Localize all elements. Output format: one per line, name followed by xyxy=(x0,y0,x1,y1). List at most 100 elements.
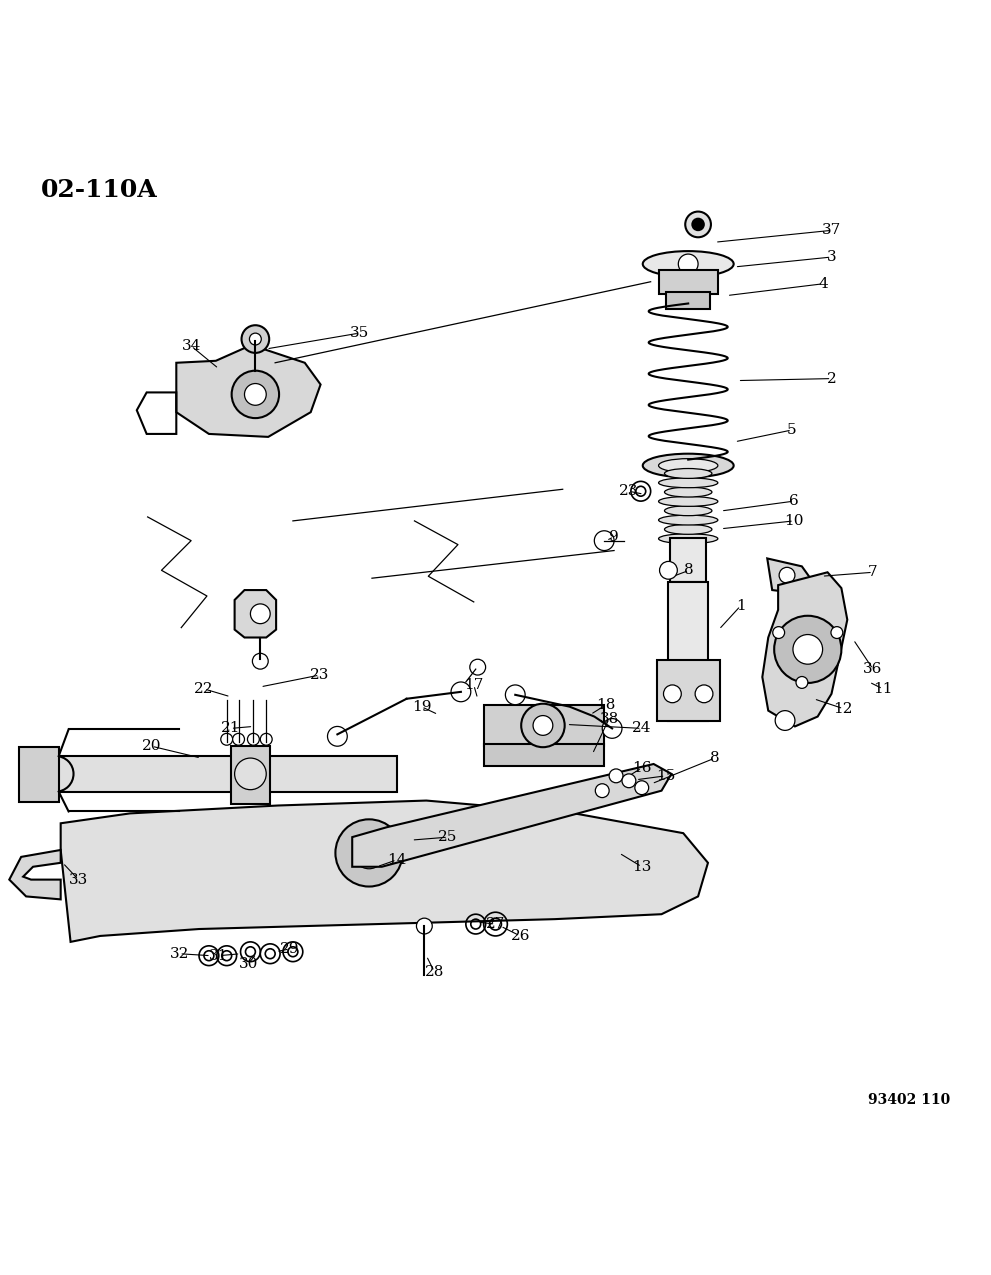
Text: 23: 23 xyxy=(619,484,638,499)
Text: 2: 2 xyxy=(826,371,836,385)
Text: 22: 22 xyxy=(194,682,214,696)
Polygon shape xyxy=(60,801,708,942)
Text: 19: 19 xyxy=(411,700,431,714)
Circle shape xyxy=(793,635,823,664)
Text: 38: 38 xyxy=(600,711,618,725)
Circle shape xyxy=(505,685,525,705)
Circle shape xyxy=(595,530,614,551)
Circle shape xyxy=(233,733,245,745)
Text: 25: 25 xyxy=(438,830,458,844)
Circle shape xyxy=(327,727,347,746)
Text: 7: 7 xyxy=(868,565,878,579)
Text: 13: 13 xyxy=(632,859,651,873)
Text: 18: 18 xyxy=(597,697,615,711)
Circle shape xyxy=(235,759,267,789)
Text: 4: 4 xyxy=(819,277,828,291)
Bar xyxy=(55,756,396,792)
Text: 37: 37 xyxy=(822,223,841,237)
Bar xyxy=(671,538,706,583)
Bar xyxy=(667,292,710,310)
Ellipse shape xyxy=(643,454,733,477)
Text: 1: 1 xyxy=(735,599,745,613)
Text: 26: 26 xyxy=(510,929,530,944)
Circle shape xyxy=(38,756,73,792)
Text: 17: 17 xyxy=(464,678,484,692)
Circle shape xyxy=(353,838,385,868)
Circle shape xyxy=(779,567,795,583)
Polygon shape xyxy=(9,850,60,899)
Circle shape xyxy=(335,820,402,886)
Text: 14: 14 xyxy=(386,853,406,867)
Text: 3: 3 xyxy=(826,250,836,264)
Circle shape xyxy=(685,212,711,237)
Circle shape xyxy=(692,218,704,231)
Bar xyxy=(484,745,605,766)
Text: 32: 32 xyxy=(169,947,189,961)
Text: 31: 31 xyxy=(209,949,229,963)
Text: 6: 6 xyxy=(789,495,799,509)
Circle shape xyxy=(533,715,553,736)
Circle shape xyxy=(775,710,795,731)
Text: 8: 8 xyxy=(711,751,719,765)
Polygon shape xyxy=(352,764,672,867)
Circle shape xyxy=(796,677,808,689)
Circle shape xyxy=(603,719,622,738)
Ellipse shape xyxy=(659,478,717,488)
Circle shape xyxy=(451,682,471,701)
Circle shape xyxy=(635,780,649,794)
Text: 16: 16 xyxy=(632,761,651,775)
Circle shape xyxy=(261,733,273,745)
Circle shape xyxy=(253,653,269,669)
Circle shape xyxy=(596,784,609,798)
Circle shape xyxy=(221,733,233,745)
Circle shape xyxy=(416,918,432,935)
Text: 10: 10 xyxy=(784,514,804,528)
Text: 11: 11 xyxy=(873,682,893,696)
Bar xyxy=(484,705,605,746)
Bar xyxy=(669,583,708,722)
Ellipse shape xyxy=(659,459,717,473)
Circle shape xyxy=(774,616,841,683)
Circle shape xyxy=(470,659,486,674)
Circle shape xyxy=(622,774,636,788)
Text: 28: 28 xyxy=(424,964,444,978)
Polygon shape xyxy=(767,558,812,593)
Circle shape xyxy=(695,685,713,703)
Text: 20: 20 xyxy=(142,740,162,754)
Circle shape xyxy=(664,685,681,703)
Text: 30: 30 xyxy=(239,956,258,970)
Circle shape xyxy=(609,769,623,783)
Polygon shape xyxy=(176,346,320,437)
Circle shape xyxy=(773,626,785,639)
Text: 21: 21 xyxy=(221,722,241,736)
Ellipse shape xyxy=(643,251,733,277)
Bar xyxy=(657,660,719,722)
Ellipse shape xyxy=(665,468,712,478)
Text: 34: 34 xyxy=(181,339,201,353)
Text: 23: 23 xyxy=(310,668,329,682)
Text: 33: 33 xyxy=(68,872,88,886)
Bar xyxy=(231,746,271,803)
Polygon shape xyxy=(762,572,847,727)
Text: 93402 110: 93402 110 xyxy=(868,1093,950,1107)
Ellipse shape xyxy=(665,506,712,515)
Circle shape xyxy=(678,254,698,274)
Text: 24: 24 xyxy=(632,722,651,736)
Ellipse shape xyxy=(665,524,712,534)
Text: 36: 36 xyxy=(863,662,883,676)
Circle shape xyxy=(521,704,565,747)
Circle shape xyxy=(660,561,677,579)
Text: 35: 35 xyxy=(350,326,369,340)
Text: 5: 5 xyxy=(787,423,797,437)
Ellipse shape xyxy=(659,515,717,525)
Circle shape xyxy=(830,626,842,639)
Polygon shape xyxy=(235,590,276,638)
Text: 15: 15 xyxy=(656,769,675,783)
Ellipse shape xyxy=(659,496,717,506)
Text: 8: 8 xyxy=(685,564,694,578)
Circle shape xyxy=(248,733,260,745)
Text: 27: 27 xyxy=(486,917,505,931)
Bar xyxy=(19,747,58,802)
Circle shape xyxy=(242,325,270,353)
Circle shape xyxy=(232,371,279,418)
